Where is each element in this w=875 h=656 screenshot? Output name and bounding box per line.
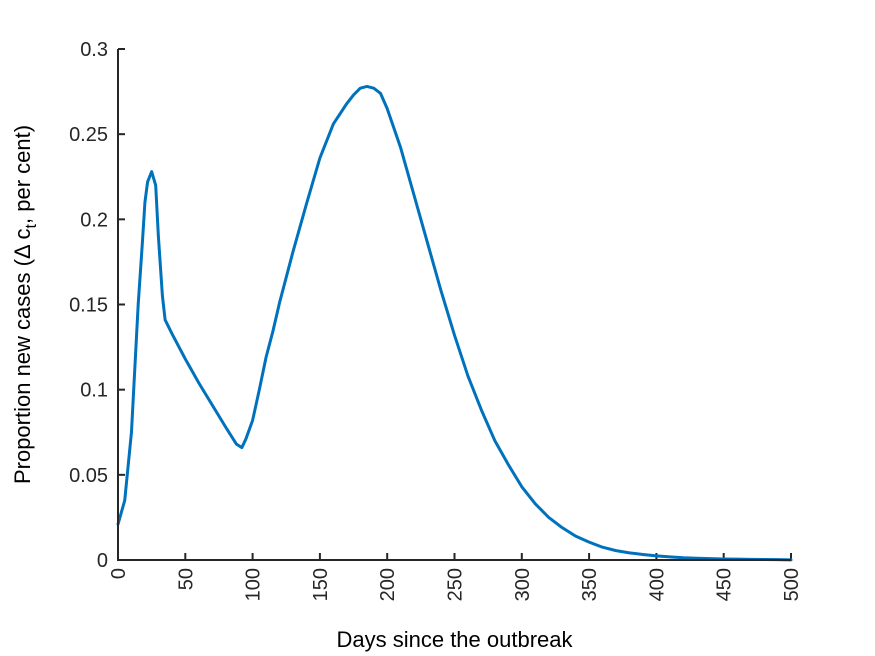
y-axis-title-prefix: Proportion new cases (Δ c (10, 228, 35, 484)
x-tick-label: 250 (445, 568, 467, 601)
series-line (116, 84, 793, 562)
y-axis-title-suffix: , per cent) (10, 125, 35, 224)
y-axis-title-subscript: t (23, 223, 40, 228)
x-tick-label: 0 (108, 568, 130, 579)
series-layer (116, 84, 793, 562)
x-tick-label: 350 (579, 568, 601, 601)
x-tick-label: 500 (781, 568, 803, 601)
y-axis-title: Proportion new cases (Δ ct, per cent) (10, 125, 40, 484)
y-tick-label: 0.25 (69, 124, 108, 146)
x-tick-label: 150 (310, 568, 332, 601)
y-tick-label: 0.3 (80, 39, 108, 61)
x-axis-title: Days since the outbreak (336, 627, 573, 652)
y-axis-ticks: 0 0.05 0.1 0.15 0.2 0.25 0.3 (69, 39, 125, 572)
x-tick-label: 100 (243, 568, 265, 601)
x-tick-label: 400 (646, 568, 668, 601)
x-tick-label: 50 (175, 568, 197, 590)
x-tick-label: 450 (714, 568, 736, 601)
x-tick-label: 200 (377, 568, 399, 601)
y-tick-label: 0.15 (69, 295, 108, 317)
x-tick-label: 300 (512, 568, 534, 601)
y-tick-label: 0.1 (80, 380, 108, 402)
y-tick-label: 0.05 (69, 465, 108, 487)
y-tick-label: 0 (97, 550, 108, 572)
y-tick-label: 0.2 (80, 209, 108, 231)
